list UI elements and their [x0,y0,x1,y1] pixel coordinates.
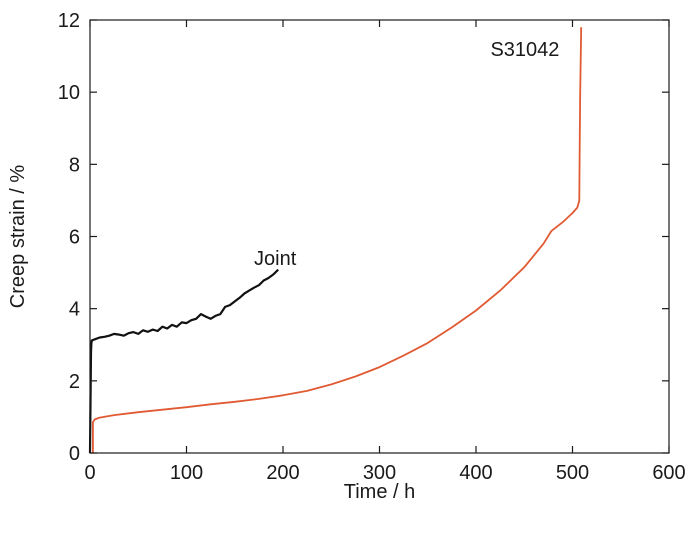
x-tick-label: 500 [556,462,589,484]
x-tick-label: 400 [459,462,492,484]
x-tick-label: 300 [363,462,396,484]
plot-frame [89,19,670,454]
series-line-joint [88,268,279,454]
tick-layer: 0 100 200 300 400 500 600 0 2 4 6 8 10 12 [58,10,686,484]
y-tick-label: 4 [69,299,80,321]
series-line-s31042 [92,27,583,453]
series-layer: S31042 Joint [88,27,583,454]
x-axis-title: Time / h [344,481,416,503]
y-tick-label: 6 [69,227,80,249]
y-tick-label: 8 [69,154,80,176]
x-tick-label: 0 [84,462,95,484]
x-tick-label: 200 [266,462,299,484]
series-label-joint: Joint [254,248,297,270]
x-tick-label: 600 [652,462,685,484]
y-tick-label: 0 [69,443,80,465]
y-tick-label: 2 [69,371,80,393]
x-tick-label: 100 [170,462,203,484]
y-tick-label: 10 [58,82,80,104]
y-axis-title: Creep strain / % [7,165,29,309]
series-label-s31042: S31042 [490,39,559,61]
y-tick-label: 12 [58,10,80,32]
